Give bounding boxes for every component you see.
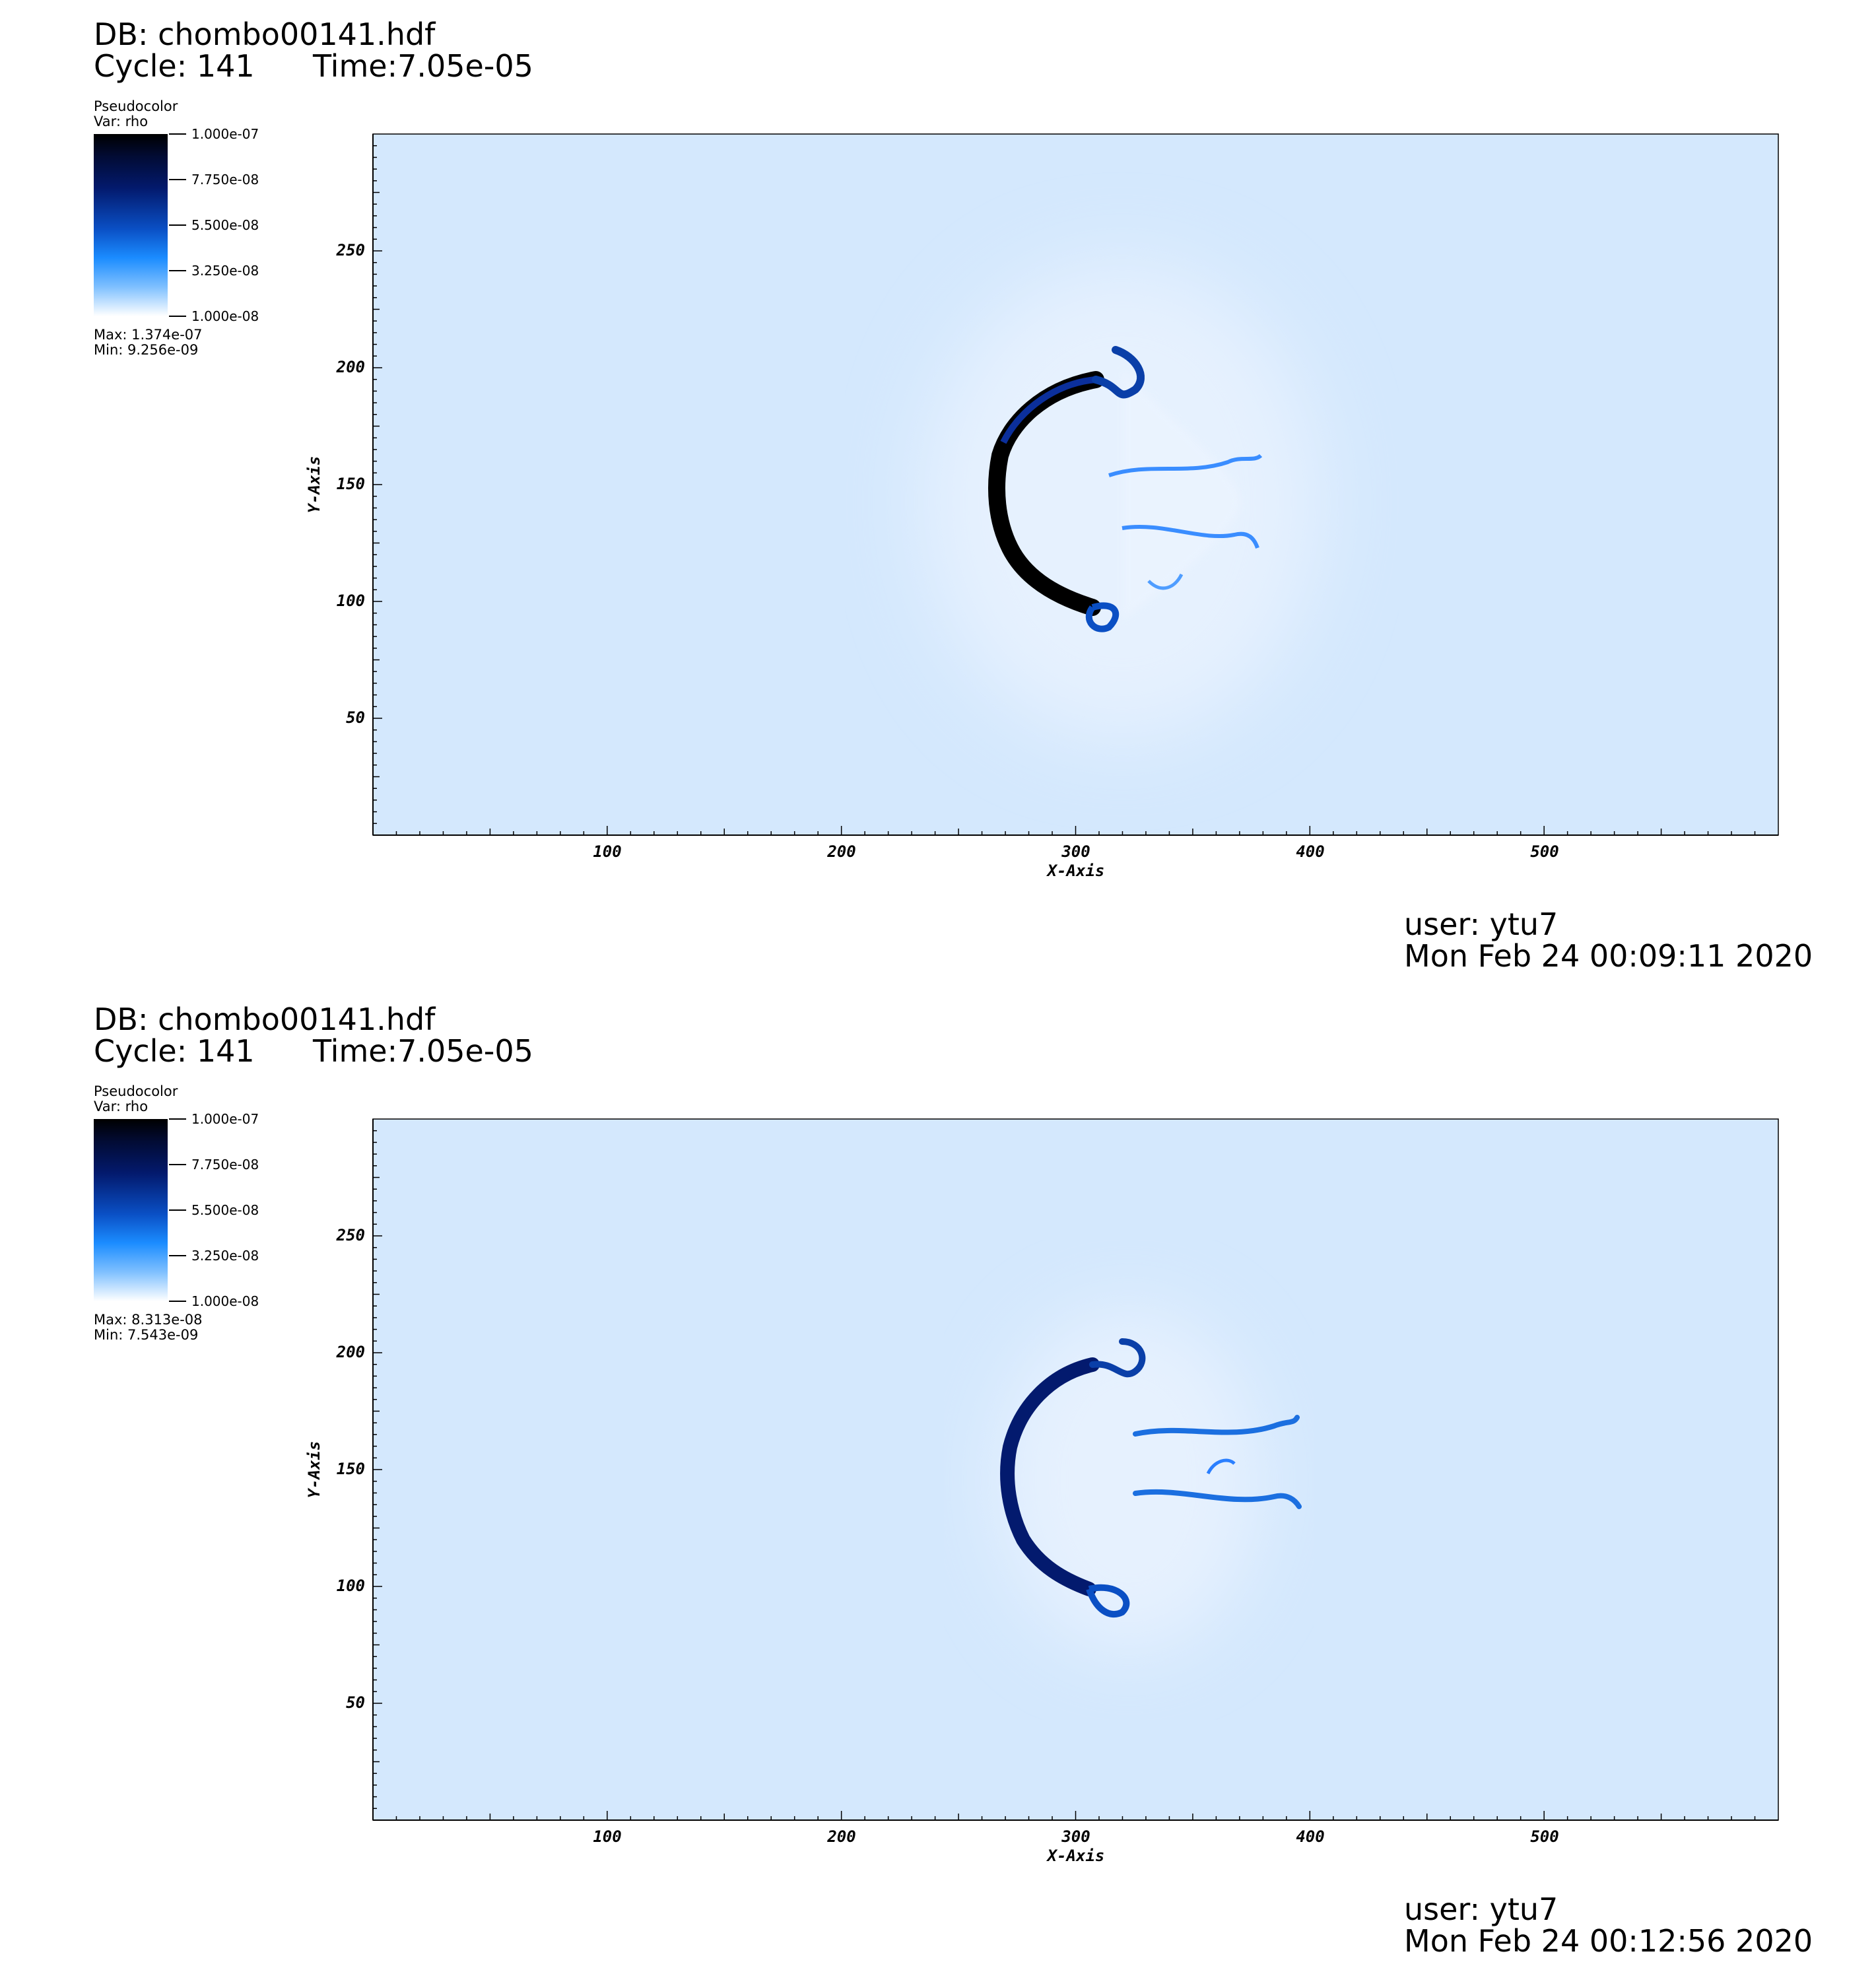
- x-axis-title: X-Axis: [1046, 862, 1105, 880]
- colorbar-tick-label: 7.750e-08: [191, 1157, 259, 1172]
- user-label: user: ytu7: [1404, 1891, 1558, 1927]
- x-tick-label: 200: [826, 1827, 855, 1846]
- x-axis-title: X-Axis: [1046, 1847, 1105, 1865]
- legend-variable: Var: rho: [94, 1099, 149, 1114]
- legend-plot-type: Pseudocolor: [94, 1083, 178, 1099]
- colorbar-tick: [169, 316, 186, 317]
- x-tick-label: 500: [1530, 842, 1558, 861]
- x-tick-label: 300: [1061, 842, 1090, 861]
- axis-ticks: [373, 145, 1756, 835]
- colorbar-tick-label: 1.000e-08: [191, 1293, 259, 1309]
- y-axis-title: Y-Axis: [305, 1441, 323, 1499]
- front-edge: [1000, 376, 1096, 444]
- y-tick-label: 250: [336, 1226, 365, 1244]
- legend-variable: Var: rho: [94, 114, 149, 129]
- plot-area: 100 200 300 400 500 50 100 150 200 250 X…: [305, 1118, 1779, 1865]
- x-tick-label: 200: [826, 842, 855, 861]
- filament: [1108, 454, 1263, 477]
- legend-min: Min: 9.256e-09: [94, 342, 199, 358]
- colorbar-tick: [169, 1209, 186, 1211]
- colorbar-tick-label: 3.250e-08: [191, 1248, 259, 1264]
- colorbar-tick: [169, 133, 186, 135]
- colorbar-tick-label: 3.250e-08: [191, 263, 259, 279]
- x-tick-label: 400: [1296, 1827, 1324, 1846]
- filament: [1147, 573, 1184, 590]
- y-tick-label: 150: [337, 475, 365, 493]
- legend-plot-type: Pseudocolor: [94, 98, 178, 114]
- time-value: Time:7.05e-05: [313, 48, 533, 84]
- date-label: Mon Feb 24 00:09:11 2020: [1404, 938, 1813, 974]
- visit-panel-bottom: DB: chombo00141.hdf Cycle: 141 Time:7.05…: [0, 985, 1876, 1970]
- cycle-label: Cycle: 141 Time:7.05e-05: [94, 1033, 533, 1069]
- database-title: DB: chombo00141.hdf: [94, 17, 436, 52]
- colorbar-tick: [169, 1118, 186, 1120]
- upper-jet: [1133, 1415, 1300, 1437]
- x-tick-label: 100: [593, 1827, 621, 1846]
- colorbar-tick: [169, 1255, 186, 1256]
- y-tick-label: 200: [336, 1343, 365, 1361]
- colorbar-tick: [169, 270, 186, 271]
- cycle-value: Cycle: 141: [94, 48, 255, 84]
- colorbar-tick: [169, 1164, 186, 1165]
- filament: [1122, 524, 1259, 549]
- colorbar-tick-label: 5.500e-08: [191, 217, 259, 233]
- upper-curl: [1089, 1338, 1146, 1378]
- colorbar-tick: [169, 179, 186, 180]
- lower-curl: [1086, 1584, 1130, 1618]
- time-value: Time:7.05e-05: [313, 1033, 533, 1069]
- user-label: user: ytu7: [1404, 906, 1558, 942]
- x-tick-label: 500: [1530, 1827, 1558, 1846]
- x-tick-label: 100: [593, 842, 621, 861]
- dense-front: [1000, 1357, 1100, 1596]
- database-title: DB: chombo00141.hdf: [94, 1002, 436, 1037]
- y-tick-label: 200: [336, 358, 365, 376]
- plot-area: 100 200 300 400 500 50 100 150 200 250 X…: [305, 133, 1779, 880]
- upper-curl: [1092, 346, 1145, 399]
- shock-halo: [997, 1308, 1261, 1652]
- lower-curl: [1085, 602, 1120, 632]
- cycle-value: Cycle: 141: [94, 1033, 255, 1069]
- colorbar-tick-label: 7.750e-08: [191, 172, 259, 187]
- cycle-label: Cycle: 141 Time:7.05e-05: [94, 48, 533, 84]
- y-tick-label: 100: [337, 1577, 365, 1595]
- x-tick-label: 400: [1296, 842, 1324, 861]
- y-tick-label: 50: [346, 1693, 365, 1712]
- y-tick-label: 250: [336, 241, 365, 259]
- colorbar-tick-label: 1.000e-07: [191, 1111, 259, 1127]
- colorbar-tick-label: 1.000e-08: [191, 308, 259, 324]
- colorbar: [94, 1119, 168, 1301]
- colorbar-tick: [169, 224, 186, 226]
- filament: [1206, 1458, 1236, 1475]
- x-tick-label: 300: [1061, 1827, 1090, 1846]
- colorbar-tick-label: 5.500e-08: [191, 1202, 259, 1218]
- y-tick-label: 100: [337, 592, 365, 610]
- y-tick-label: 50: [346, 708, 365, 727]
- legend-max: Max: 8.313e-08: [94, 1312, 203, 1328]
- axis-ticks: [373, 1130, 1756, 1820]
- y-tick-label: 150: [337, 1460, 365, 1478]
- y-axis-title: Y-Axis: [305, 456, 323, 514]
- lower-jet: [1133, 1489, 1302, 1509]
- legend-max: Max: 1.374e-07: [94, 327, 203, 343]
- colorbar: [94, 134, 168, 316]
- wake-region: [1122, 370, 1241, 621]
- legend-min: Min: 7.543e-09: [94, 1327, 199, 1343]
- visit-panel-top: DB: chombo00141.hdf Cycle: 141 Time:7.05…: [94, 17, 1813, 974]
- date-label: Mon Feb 24 00:12:56 2020: [1404, 1923, 1813, 1959]
- colorbar-tick-label: 1.000e-07: [191, 126, 259, 142]
- colorbar-tick: [169, 1301, 186, 1302]
